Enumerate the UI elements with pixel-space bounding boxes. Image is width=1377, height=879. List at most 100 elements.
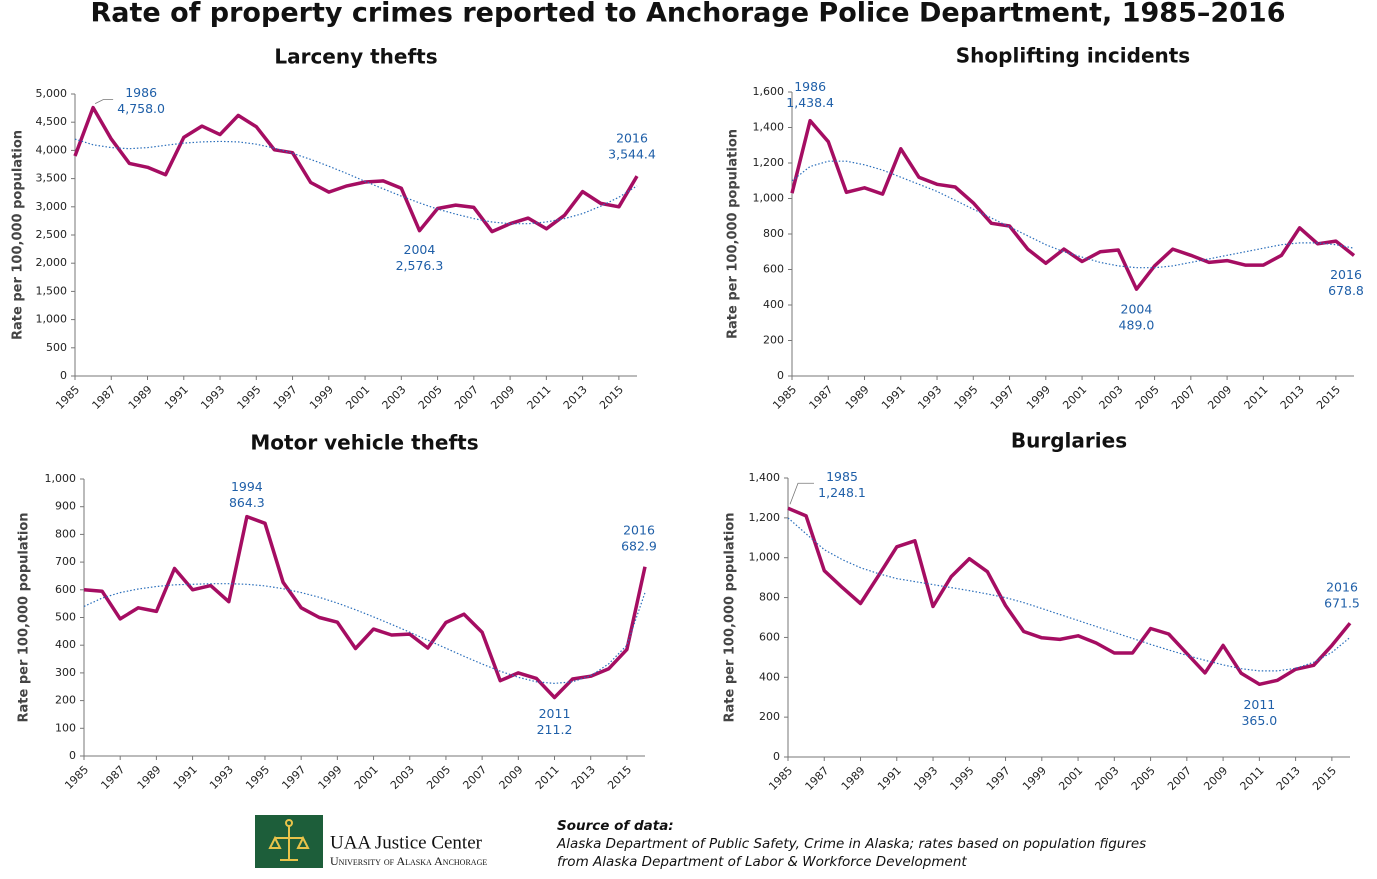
x-tick-label: 2005 (1129, 764, 1158, 793)
annotation-year: 2011 (539, 706, 571, 721)
x-tick-label: 1995 (952, 383, 981, 412)
source-line: Alaska Department of Public Safety, Crim… (556, 836, 1146, 852)
x-tick-label: 2013 (1278, 383, 1307, 412)
y-tick-label: 200 (763, 334, 784, 347)
y-tick-label: 700 (55, 555, 76, 568)
y-tick-label: 1,000 (36, 313, 68, 326)
y-tick-label: 400 (55, 638, 76, 651)
x-tick-label: 2009 (1201, 764, 1230, 793)
source-heading: Source of data: (557, 818, 674, 834)
y-tick-label: 2,500 (36, 228, 68, 241)
x-tick-label: 2015 (597, 383, 626, 412)
panel-title: Shoplifting incidents (956, 44, 1190, 68)
x-tick-label: 2001 (1060, 383, 1089, 412)
panel: Larceny thefts Rate per 100,000 populatio… (11, 45, 656, 413)
logo-title: UAA Justice Center (330, 832, 483, 853)
annotation-year: 1985 (826, 469, 858, 484)
x-tick-label: 2007 (1169, 383, 1198, 412)
annotation-year: 1986 (125, 85, 157, 100)
y-tick-label: 300 (55, 666, 76, 679)
x-tick-label: 2015 (1310, 764, 1339, 793)
x-tick-label: 1999 (1024, 383, 1053, 412)
logo-subtitle: University of Alaska Anchorage (330, 854, 487, 868)
annotation-year: 2004 (1121, 302, 1153, 317)
annotation-value: 1,248.1 (818, 485, 866, 500)
x-tick-label: 1993 (198, 383, 227, 412)
x-tick-label: 1999 (1020, 764, 1049, 793)
x-tick-label: 1991 (879, 383, 908, 412)
x-tick-label: 2007 (452, 383, 481, 412)
annotation-year: 1986 (794, 79, 826, 94)
y-tick-label: 1,400 (753, 121, 785, 134)
y-tick-label: 1,000 (753, 192, 785, 205)
x-tick-label: 2005 (1133, 383, 1162, 412)
trend-line (791, 160, 1355, 269)
annotation-value: 864.3 (229, 495, 265, 510)
y-tick-label: 100 (55, 721, 76, 734)
x-tick-label: 1989 (135, 763, 164, 792)
x-tick-label: 2015 (605, 763, 634, 792)
y-tick-label: 1,600 (753, 85, 785, 98)
y-tick-label: 3,500 (36, 172, 68, 185)
annotation-year: 2016 (623, 522, 655, 537)
y-tick-label: 0 (777, 369, 784, 382)
x-tick-label: 1985 (766, 764, 795, 793)
x-tick-label: 2003 (1097, 383, 1126, 412)
x-tick-label: 2001 (343, 383, 372, 412)
x-tick-label: 1995 (243, 763, 272, 792)
annotation-value: 682.9 (621, 538, 657, 553)
annotation-value: 4,758.0 (117, 101, 165, 116)
y-tick-label: 200 (759, 710, 780, 723)
x-tick-label: 2005 (424, 763, 453, 792)
y-tick-label: 600 (55, 583, 76, 596)
x-tick-label: 1985 (53, 383, 82, 412)
x-tick-label: 1989 (843, 383, 872, 412)
y-tick-label: 800 (759, 591, 780, 604)
x-tick-label: 1985 (770, 383, 799, 412)
x-tick-label: 1991 (171, 763, 200, 792)
x-tick-label: 1987 (803, 764, 832, 793)
y-tick-label: 3,000 (36, 200, 68, 213)
x-tick-label: 2007 (460, 763, 489, 792)
panel: Shoplifting incidents Rate per 100,000 po… (726, 44, 1364, 413)
x-tick-label: 1987 (807, 383, 836, 412)
x-tick-label: 1997 (988, 383, 1017, 412)
y-axis-label: Rate per 100,000 population (17, 512, 32, 722)
trend-line (787, 517, 1351, 672)
annotation-value: 365.0 (1241, 713, 1277, 728)
y-tick-label: 0 (773, 750, 780, 763)
x-tick-label: 2009 (1205, 383, 1234, 412)
x-tick-label: 2011 (533, 763, 562, 792)
data-line (790, 118, 1356, 291)
y-tick-label: 500 (46, 341, 67, 354)
y-tick-label: 1,200 (749, 511, 781, 524)
annotation-year: 2016 (616, 131, 648, 146)
x-tick-label: 1991 (875, 764, 904, 793)
x-tick-label: 2009 (497, 763, 526, 792)
annotation-value: 671.5 (1324, 596, 1360, 611)
annotation-year: 2004 (404, 242, 436, 257)
y-tick-label: 600 (763, 263, 784, 276)
y-axis-label: Rate per 100,000 population (726, 129, 741, 339)
y-tick-label: 400 (763, 298, 784, 311)
annotation-year: 1994 (231, 479, 263, 494)
x-tick-label: 2015 (1314, 383, 1343, 412)
data-line (787, 506, 1352, 687)
x-tick-label: 1991 (162, 383, 191, 412)
panel-title: Motor vehicle thefts (250, 431, 478, 455)
x-tick-label: 1995 (948, 764, 977, 793)
annotation-value: 2,576.3 (396, 258, 444, 273)
y-axis-label: Rate per 100,000 population (723, 512, 738, 722)
x-tick-label: 1999 (307, 383, 336, 412)
x-tick-label: 2011 (1238, 764, 1267, 793)
leader-line (94, 99, 114, 105)
x-tick-label: 2005 (416, 383, 445, 412)
x-tick-label: 1993 (207, 763, 236, 792)
x-tick-label: 2013 (1274, 764, 1303, 793)
y-tick-label: 2,000 (36, 256, 68, 269)
x-tick-label: 1999 (316, 763, 345, 792)
panel-title: Burglaries (1011, 429, 1127, 453)
logo-icon (268, 819, 310, 861)
x-tick-label: 1987 (90, 383, 119, 412)
